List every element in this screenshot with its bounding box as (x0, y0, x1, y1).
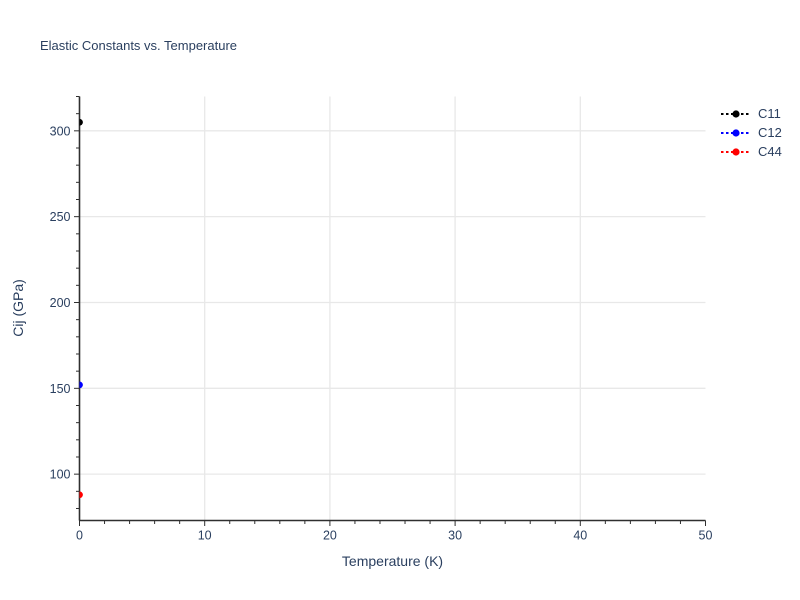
x-tick-label: 20 (323, 529, 337, 543)
y-tick-label: 150 (50, 382, 71, 396)
data-points (76, 118, 83, 499)
x-tick-label: 0 (76, 529, 83, 543)
data-point-c11[interactable] (76, 118, 83, 126)
y-tick-label: 200 (50, 296, 71, 310)
legend-item-c11[interactable]: C11 (720, 104, 782, 123)
y-tick-label: 100 (50, 468, 71, 482)
axis-ticks (74, 96, 706, 526)
x-tick-label: 50 (699, 529, 713, 543)
legend-label: C11 (758, 106, 781, 121)
y-tick-label: 300 (50, 124, 71, 138)
x-tick-label: 30 (448, 529, 462, 543)
tick-labels: 0 10 20 30 40 50 100 150 200 250 300 (50, 124, 713, 542)
data-point-c12[interactable] (76, 381, 83, 389)
legend-label: C12 (758, 125, 782, 140)
x-tick-label: 10 (198, 529, 212, 543)
y-tick-label: 250 (50, 210, 71, 224)
gridlines (79, 96, 706, 521)
legend-line-sample (721, 128, 751, 137)
legend-item-c44[interactable]: C44 (720, 142, 782, 161)
legend-line-sample (721, 109, 751, 118)
axis-lines (78, 96, 706, 522)
data-point-c44[interactable] (76, 491, 83, 499)
legend: C11 C12 C44 (720, 104, 782, 161)
chart-title: Elastic Constants vs. Temperature (40, 38, 238, 53)
y-axis-title: Cij (GPa) (10, 279, 26, 337)
x-tick-label: 40 (573, 529, 587, 543)
x-axis-title: Temperature (K) (341, 553, 444, 569)
legend-label: C44 (758, 144, 782, 159)
legend-item-c12[interactable]: C12 (720, 123, 782, 142)
legend-line-sample (721, 147, 751, 156)
